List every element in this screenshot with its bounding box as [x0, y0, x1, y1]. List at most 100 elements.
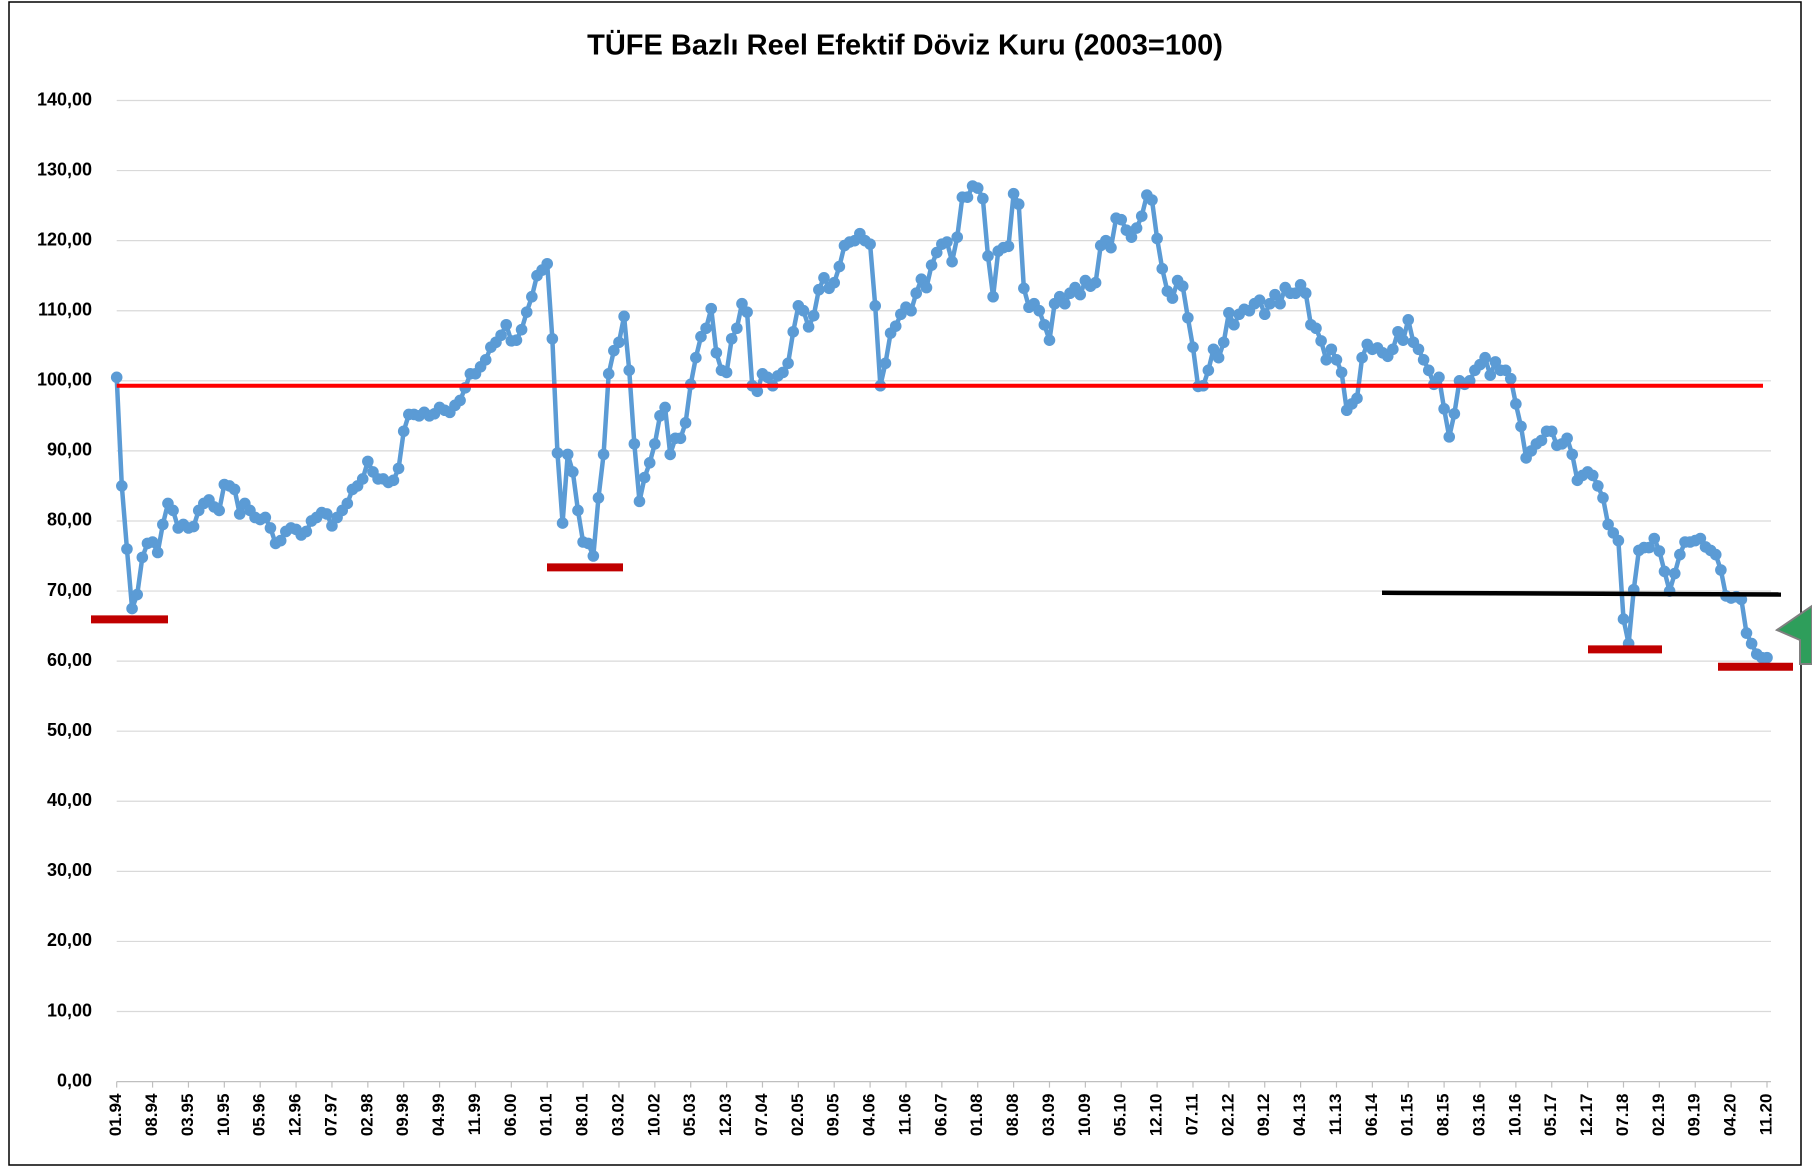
y-tick-label: 100,00	[37, 370, 92, 390]
y-tick-label: 130,00	[37, 159, 92, 179]
data-point	[495, 329, 507, 342]
x-tick-label: 03.02	[608, 1094, 627, 1137]
data-point	[1182, 311, 1194, 324]
data-point	[705, 302, 718, 315]
data-point	[1709, 548, 1722, 561]
data-point	[1489, 356, 1502, 368]
data-point	[679, 417, 692, 429]
x-tick-label: 12.03	[716, 1094, 735, 1137]
data-point	[259, 511, 272, 524]
data-point	[1561, 432, 1573, 445]
y-tick-label: 20,00	[47, 930, 92, 950]
data-point	[915, 273, 928, 286]
x-tick-label: 01.08	[967, 1094, 986, 1137]
data-point	[777, 366, 789, 379]
data-point	[1392, 325, 1404, 338]
data-point	[643, 457, 656, 469]
data-point	[797, 304, 810, 317]
data-point	[608, 344, 620, 357]
x-tick-label: 05.96	[250, 1094, 269, 1137]
data-point	[1299, 287, 1312, 300]
x-tick-label: 01.94	[106, 1093, 125, 1136]
data-point	[807, 309, 820, 322]
data-point	[1443, 431, 1456, 443]
data-point	[151, 546, 164, 559]
data-point	[1115, 213, 1128, 226]
y-tick-label: 30,00	[47, 860, 92, 880]
y-tick-label: 60,00	[47, 650, 92, 670]
x-tick-label: 07.04	[752, 1093, 771, 1136]
data-point	[889, 320, 902, 332]
data-point	[602, 368, 615, 380]
x-tick-label: 01.15	[1398, 1094, 1417, 1137]
data-point	[1668, 567, 1681, 580]
x-tick-label: 11.20	[1756, 1094, 1775, 1136]
data-point	[1289, 287, 1302, 300]
data-point	[1176, 280, 1189, 293]
data-point	[1274, 297, 1286, 310]
data-point	[1479, 351, 1491, 364]
data-point	[1166, 292, 1179, 304]
data-point	[362, 455, 374, 468]
chart-title: TÜFE Bazlı Reel Efektif Döviz Kuru (2003…	[587, 29, 1223, 62]
data-point	[618, 310, 630, 323]
data-point	[321, 508, 333, 520]
data-point	[551, 447, 564, 459]
data-point	[136, 551, 149, 564]
x-tick-label: 02.12	[1218, 1094, 1237, 1137]
data-point	[977, 192, 989, 205]
data-point	[1135, 210, 1148, 222]
data-point	[910, 287, 923, 300]
data-point	[654, 410, 666, 422]
data-point	[971, 182, 984, 194]
data-point	[126, 602, 138, 615]
data-point	[1330, 353, 1343, 366]
data-point	[1264, 297, 1276, 310]
data-point	[1335, 366, 1348, 379]
data-point	[592, 492, 605, 504]
data-point	[818, 271, 830, 284]
data-point	[500, 318, 513, 331]
data-point	[925, 259, 938, 271]
data-point	[1545, 425, 1558, 438]
x-tick-label: 11.99	[465, 1094, 484, 1136]
data-point	[233, 508, 246, 520]
data-point	[623, 364, 636, 377]
data-point	[813, 283, 825, 296]
data-point	[613, 336, 625, 349]
data-point	[1761, 651, 1773, 664]
data-point	[1694, 532, 1707, 545]
x-tick-label: 05.17	[1541, 1094, 1560, 1137]
y-tick-label: 80,00	[47, 510, 92, 530]
y-tick-label: 90,00	[47, 440, 92, 460]
x-tick-label: 07.97	[321, 1094, 340, 1137]
data-point	[213, 504, 226, 517]
data-point	[1592, 480, 1604, 492]
data-point	[479, 353, 492, 366]
data-point	[1499, 364, 1512, 377]
data-point	[1043, 334, 1056, 346]
data-point	[1674, 548, 1686, 561]
data-point	[510, 334, 523, 346]
data-point	[597, 448, 610, 461]
x-tick-label: 08.08	[1003, 1094, 1022, 1137]
data-point	[787, 325, 800, 338]
data-point	[1294, 279, 1307, 291]
data-point	[1566, 448, 1579, 461]
data-point	[828, 276, 841, 289]
data-point	[520, 306, 533, 318]
data-point	[326, 520, 338, 532]
data-point	[946, 255, 958, 268]
data-point	[572, 504, 584, 517]
data-point	[982, 250, 994, 262]
data-point	[397, 425, 410, 438]
data-point	[1018, 282, 1030, 295]
data-point	[736, 297, 748, 310]
data-point	[674, 432, 687, 445]
data-point	[1510, 398, 1522, 410]
data-point	[1484, 369, 1497, 382]
data-point	[941, 236, 953, 248]
grid: 0,00 10,00 20,00 30,00 40,00 50,00 60,00 70,00 8…	[37, 89, 1776, 1136]
